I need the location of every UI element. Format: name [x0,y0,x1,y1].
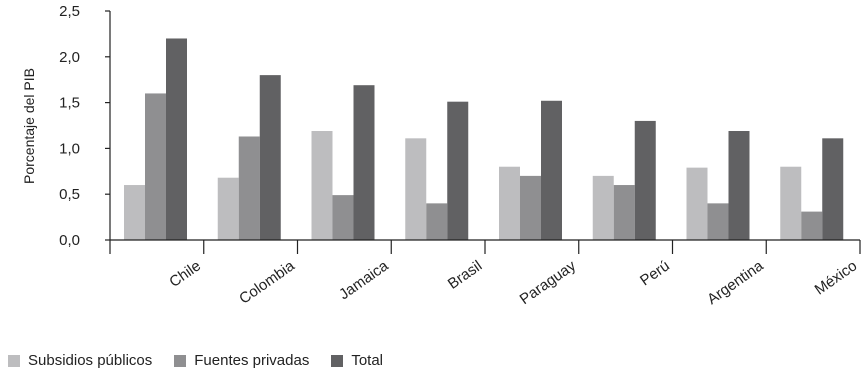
bar-paraguay-privadas [520,175,541,240]
x-tick-label-1: Colombia [236,257,298,308]
bar-argentina-subsidios [686,167,708,240]
bar-chile-privadas [145,93,166,240]
bar-colombia-subsidios [217,177,239,240]
bar-argentina-total [728,130,750,240]
y-tick-label: 1,5 [59,95,80,112]
bar-argentina-privadas [707,203,729,240]
bar-méxico-total [822,138,844,240]
bar-perú-subsidios [592,175,614,240]
bar-paraguay-subsidios [499,166,520,240]
y-tick-label: 1,0 [59,140,80,157]
bar-brasil-subsidios [405,138,427,240]
x-tick-label-5: Perú [637,257,673,289]
legend-label: Subsidios públicos [28,352,153,369]
bar-colombia-privadas [238,136,260,240]
legend-label: Fuentes privadas [194,352,310,369]
bar-perú-total [634,120,656,240]
bar-jamaica-subsidios [311,130,333,240]
legend-item: Subsidios públicos [8,352,152,369]
legend-label: Total [351,352,384,369]
bar-colombia-total [259,75,281,241]
x-tick-label-4: Paraguay [517,257,580,308]
y-tick-label: 2,5 [59,3,80,20]
bar-brasil-total [447,101,469,241]
y-tick-label: 2,0 [59,49,80,66]
y-axis-label: Porcentaje del PIB [21,68,37,184]
x-tick-label-7: México [812,257,861,298]
legend-item: Fuentes privadas [174,352,309,369]
legend-swatch [8,354,20,367]
bar-méxico-subsidios [780,166,802,240]
x-tick-label-6: Argentina [704,257,767,308]
y-tick-label: 0,5 [59,186,80,203]
y-tick-label: 0,0 [59,232,80,249]
legend-item: Total [331,352,383,369]
bars-group [124,38,844,241]
legend-swatch [331,354,344,367]
x-tick-label-3: Brasil [445,257,485,292]
x-tick-label-2: Jamaica [336,257,392,303]
legend: Subsidios públicos Fuentes privadas Total [8,352,405,369]
bar-jamaica-privadas [332,195,354,240]
bar-chile-total [166,38,187,241]
bar-chile-subsidios [124,185,145,240]
legend-swatch [174,354,187,367]
bar-paraguay-total [541,100,562,240]
bar-jamaica-total [353,85,375,240]
bar-brasil-privadas [426,203,448,240]
bar-perú-privadas [613,185,635,240]
x-tick-label-0: Chile [166,257,204,291]
bar-méxico-privadas [801,211,823,240]
